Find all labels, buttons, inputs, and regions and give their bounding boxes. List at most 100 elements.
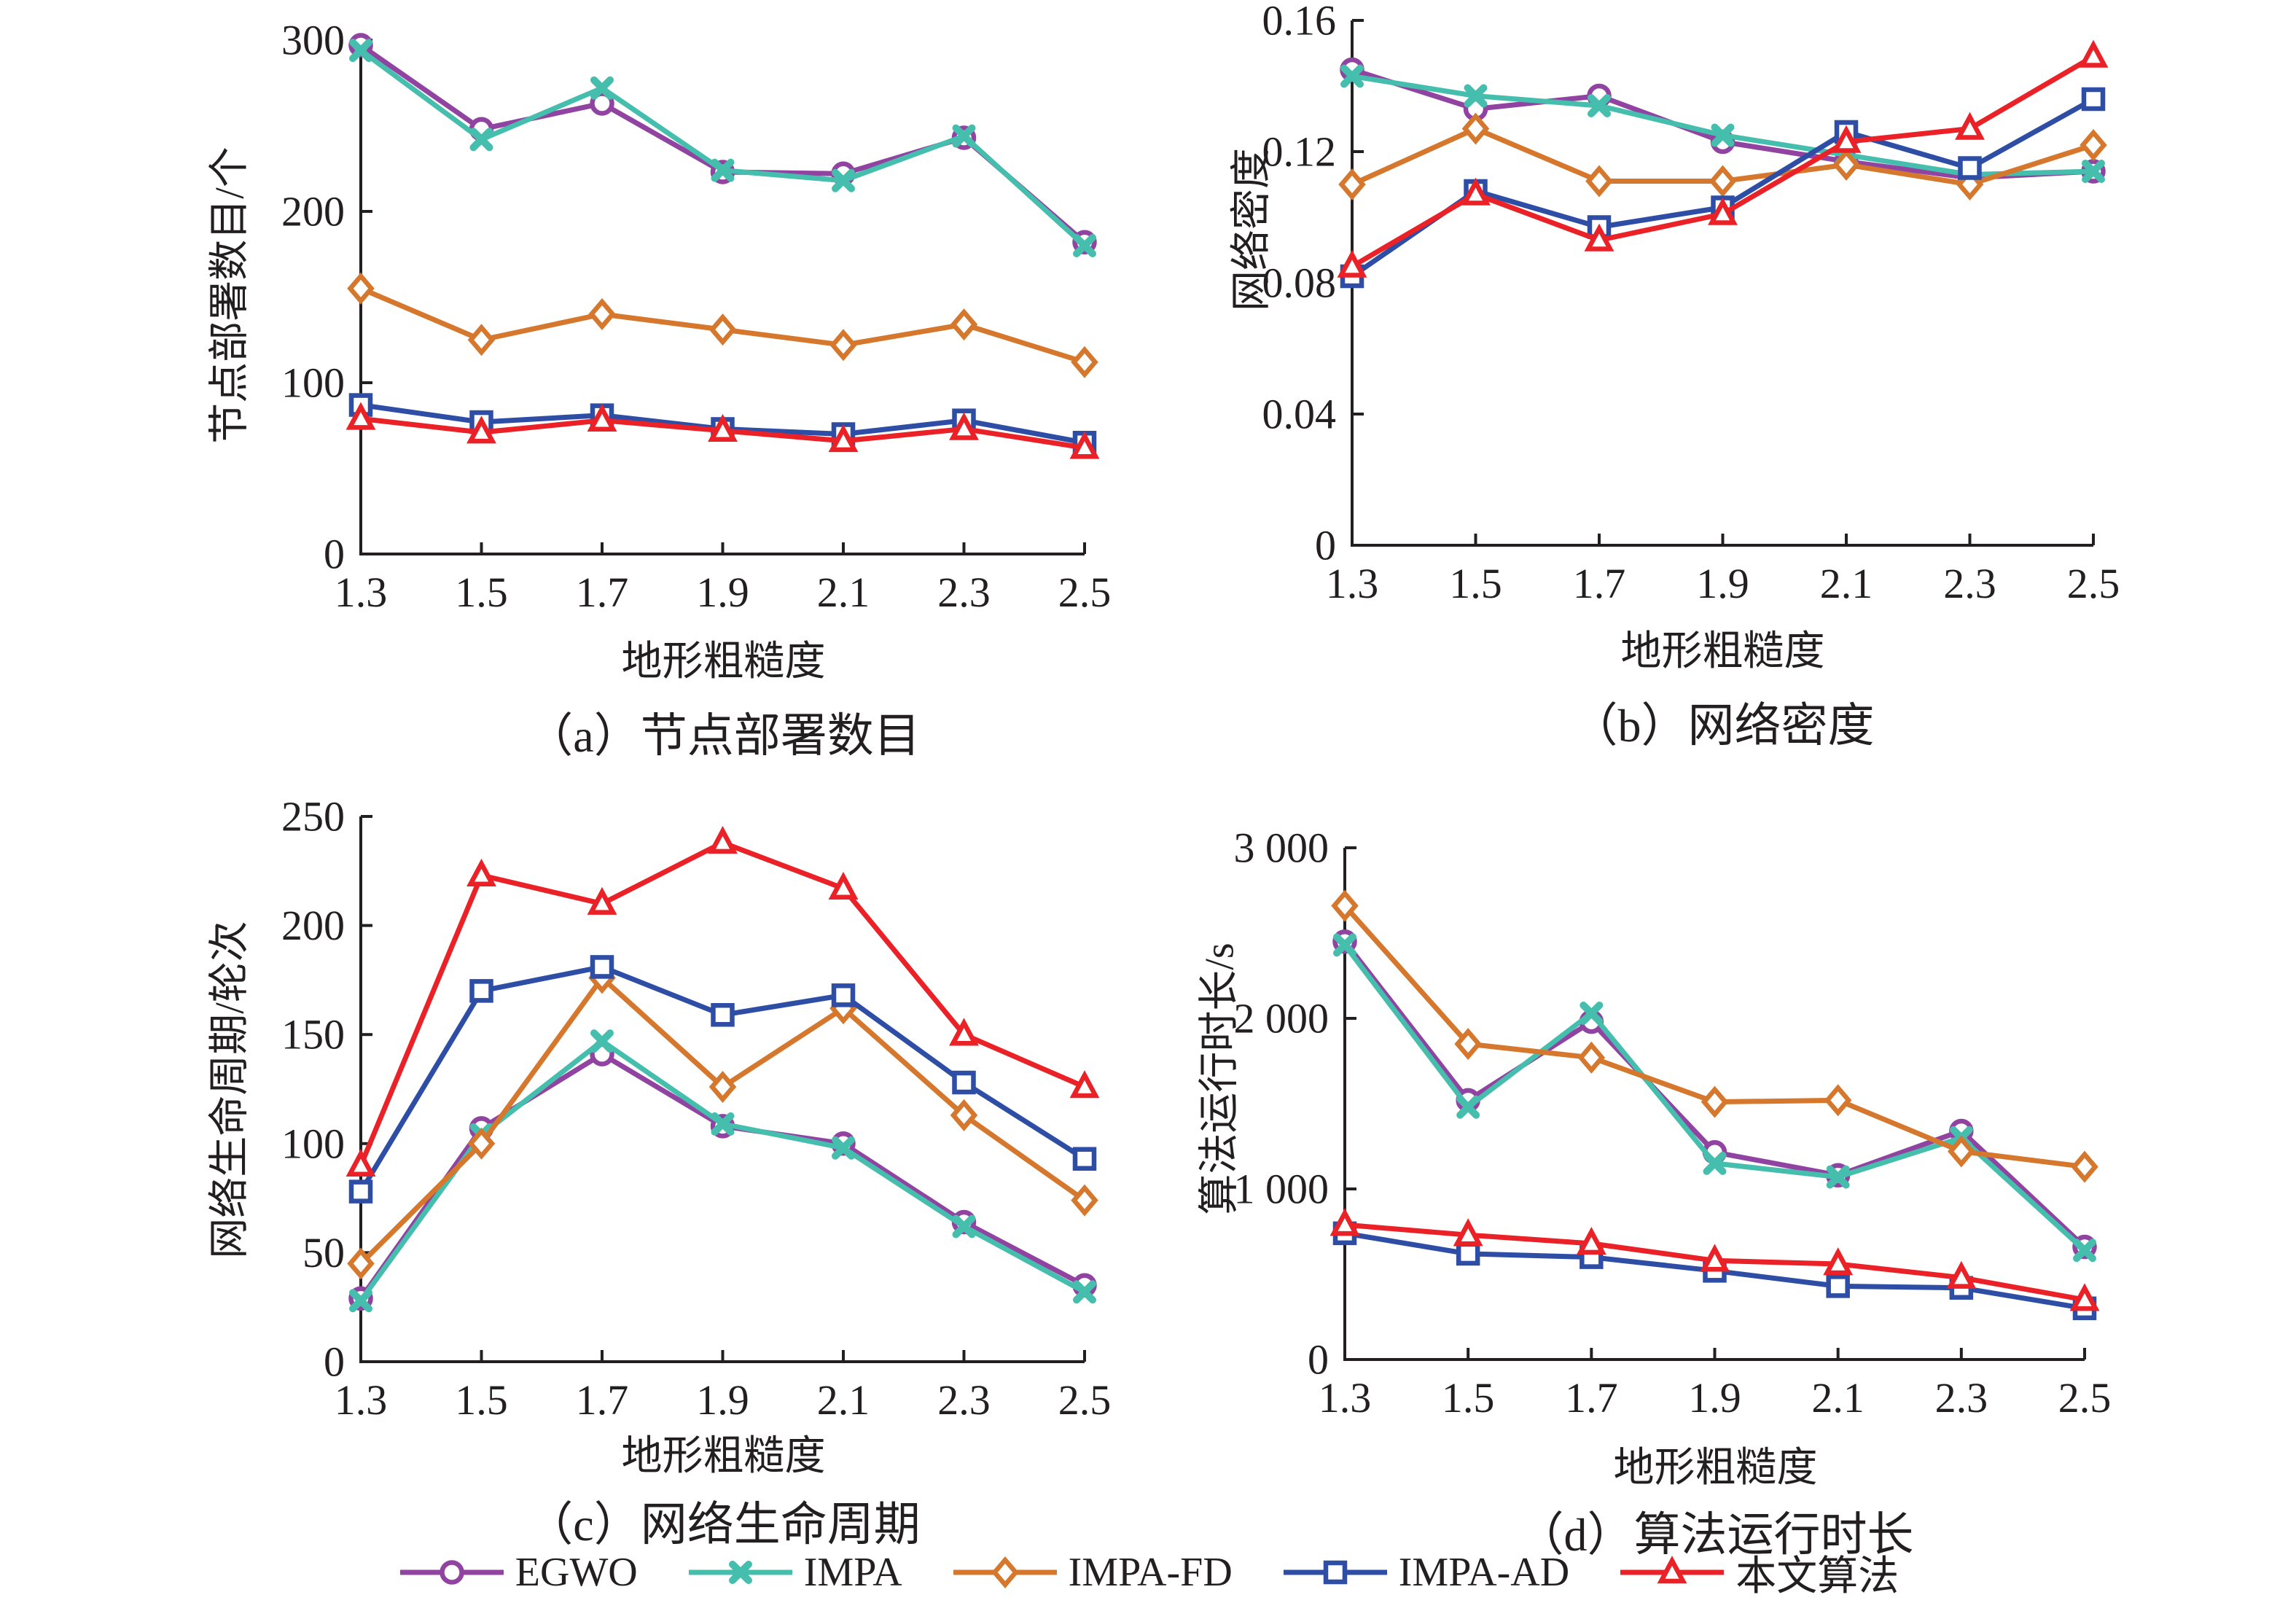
series-IMPA-FD [347, 272, 1098, 378]
cross-marker-icon [711, 158, 735, 182]
y-tick-label: 100 [281, 1120, 345, 1167]
cross-marker-icon [590, 1029, 614, 1053]
triangle-marker-icon [1069, 431, 1100, 459]
cross-marker-icon [1333, 933, 1356, 957]
legend: EGWO IMPA IMPA-FD IMPA-AD 本文算法 [0, 1540, 2296, 1605]
y-tick-label: 200 [281, 902, 345, 949]
x-tick-label: 1.9 [1688, 1374, 1741, 1421]
square-marker-icon [348, 1179, 373, 1204]
caption-c: （c）网络生命周期 [526, 1499, 921, 1550]
y-tick-label: 100 [281, 359, 345, 407]
y-tick-label: 0.16 [1262, 0, 1337, 44]
triangle-marker-icon [1453, 1218, 1483, 1247]
triangle-marker-icon [949, 412, 979, 440]
triangle-marker-icon [587, 886, 617, 915]
caption-d: （d）算法运行时长 [1517, 1509, 1914, 1561]
cross-marker-icon [2073, 1239, 2096, 1263]
y-tick-label: 300 [281, 17, 345, 64]
diamond-marker-icon [1338, 168, 1366, 201]
x-tick-label: 1.5 [1442, 1374, 1495, 1421]
square-marker-icon [1072, 1147, 1097, 1171]
triangle-marker-icon [1620, 1556, 1725, 1584]
x-axis-label-c: 地形粗糙度 [621, 1434, 826, 1479]
triangle-marker-icon [828, 871, 859, 900]
y-tick-label: 1 000 [1234, 1166, 1329, 1213]
series-本文算法 [345, 826, 1100, 1177]
y-tick-label: 250 [281, 793, 345, 840]
cross-marker-icon [349, 1289, 372, 1313]
triangle-marker-icon [1955, 112, 1985, 140]
triangle-marker-icon [1708, 197, 1738, 225]
square-marker-icon [1826, 1274, 1850, 1298]
square-marker-icon [711, 1003, 735, 1027]
triangle-marker-icon [1461, 177, 1491, 206]
diamond-marker-icon [2071, 1150, 2098, 1183]
cross-marker-icon [711, 1112, 735, 1136]
line-chart-node-deployment: 0 100 200 300 1.3 1.5 1.7 1.9 2.1 2.3 2.5 [281, 17, 1111, 617]
cross-marker-icon [1073, 1280, 1096, 1304]
x-tick-label: 2.5 [2058, 1374, 2112, 1421]
cross-marker-icon [952, 1214, 976, 1239]
diamond-marker-icon [953, 1556, 1057, 1589]
legend-item-EGWO: EGWO [397, 1549, 638, 1596]
diamond-marker-icon [347, 272, 375, 305]
line-chart-network-lifetime: 0 50 100 150 200 250 1.3 1.5 1.7 1.9 2.1 2.3 2.5 [281, 793, 1111, 1424]
x-tick-label: 2.1 [817, 1376, 870, 1424]
cross-marker-icon [1826, 1165, 1850, 1189]
diamond-marker-icon [1071, 346, 1098, 378]
circle-marker-icon [590, 91, 614, 116]
triangle-marker-icon [1831, 125, 1862, 153]
series-EGWO [348, 33, 1097, 255]
square-marker-icon [1323, 1560, 1348, 1585]
cross-marker-icon [952, 124, 976, 148]
cross-marker-icon [2082, 160, 2105, 183]
x-tick-label: 2.5 [1058, 1376, 1112, 1424]
diamond-marker-icon [1824, 1084, 1852, 1117]
x-tick-label: 1.3 [1326, 560, 1379, 607]
y-tick-label: 0 [1315, 522, 1336, 569]
legend-label: EGWO [515, 1550, 638, 1595]
triangle-marker-icon [345, 1148, 376, 1177]
x-tick-label: 1.3 [335, 569, 388, 616]
cross-marker-icon [1711, 123, 1735, 147]
triangle-marker-icon [466, 416, 496, 444]
x-tick-label: 1.9 [696, 569, 749, 616]
legend-item-本文算法: 本文算法 [1617, 1543, 1899, 1602]
triangle-marker-icon [1584, 223, 1614, 251]
triangle-marker-icon [708, 413, 738, 442]
y-tick-label: 0 [324, 531, 345, 578]
square-marker-icon [1456, 1241, 1480, 1266]
diamond-marker-icon [1577, 1041, 1606, 1074]
diamond-marker-icon [829, 329, 857, 362]
square-marker-icon [831, 983, 856, 1007]
triangle-marker-icon [466, 858, 496, 887]
diamond-marker-icon [950, 308, 978, 341]
square-marker-icon [1958, 156, 1982, 180]
cross-marker-icon [469, 128, 493, 152]
y-tick-label: 200 [281, 188, 345, 235]
series-本文算法 [1329, 1208, 2100, 1311]
square-marker-icon [2081, 87, 2106, 112]
diamond-marker-icon [347, 1247, 375, 1280]
triangle-marker-icon [2069, 1283, 2100, 1311]
x-tick-label: 2.1 [1811, 1374, 1864, 1421]
diamond-marker-icon [1700, 1085, 1729, 1118]
x-tick-label: 1.7 [576, 1376, 629, 1424]
x-axis-label-b: 地形粗糙度 [1620, 629, 1825, 674]
series-IMPA-FD [1338, 112, 2107, 201]
cross-marker-icon [590, 76, 614, 100]
triangle-marker-icon [708, 826, 738, 854]
x-tick-label: 2.5 [1058, 569, 1112, 616]
triangle-marker-icon [1329, 1208, 1360, 1236]
y-tick-label: 0.12 [1262, 128, 1337, 176]
legend-label: IMPA-AD [1398, 1550, 1570, 1595]
y-tick-label: 0 [1308, 1336, 1329, 1384]
triangle-marker-icon [2078, 39, 2109, 68]
caption-b: （b）网络密度 [1571, 700, 1875, 752]
x-tick-label: 1.9 [1696, 560, 1749, 607]
y-tick-label: 0.08 [1262, 260, 1337, 307]
cross-marker-icon [832, 1136, 855, 1160]
square-marker-icon [469, 979, 493, 1003]
diamond-marker-icon [1454, 1028, 1482, 1061]
